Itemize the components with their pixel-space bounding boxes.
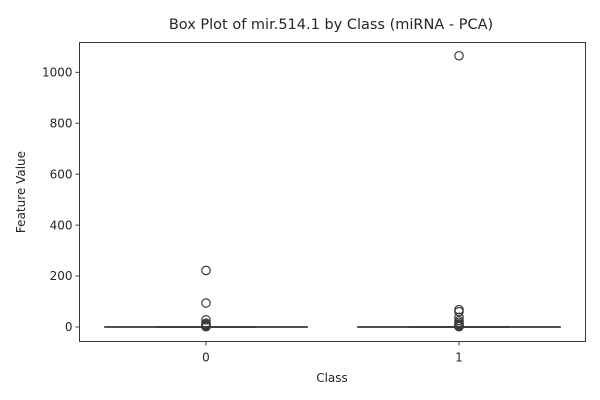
outlier-point bbox=[201, 321, 211, 332]
outlier-point bbox=[201, 265, 211, 276]
y-axis-label: Feature Value bbox=[14, 151, 28, 233]
y-tick-label: 200 bbox=[50, 269, 73, 283]
x-tick-label: 0 bbox=[202, 351, 210, 365]
y-tick-label: 600 bbox=[50, 167, 73, 181]
y-tick-label: 800 bbox=[50, 116, 73, 130]
outlier-point bbox=[454, 50, 464, 61]
y-tick-label: 0 bbox=[65, 320, 73, 334]
chart-title: Box Plot of mir.514.1 by Class (miRNA - … bbox=[169, 17, 493, 33]
box-series bbox=[104, 50, 561, 332]
box-group-0 bbox=[104, 265, 308, 332]
y-tick-label: 1000 bbox=[42, 65, 73, 79]
plot-area-frame bbox=[79, 42, 586, 342]
outlier-point bbox=[201, 315, 211, 325]
box-group-1 bbox=[357, 50, 561, 332]
y-tick-label: 400 bbox=[50, 218, 73, 232]
x-axis-label: Class bbox=[316, 371, 348, 385]
x-tick-label: 1 bbox=[455, 351, 463, 365]
y-axis: 0 200 400 600 800 1000 bbox=[42, 65, 80, 334]
outlier-point bbox=[454, 321, 464, 332]
outlier-point bbox=[201, 298, 211, 308]
